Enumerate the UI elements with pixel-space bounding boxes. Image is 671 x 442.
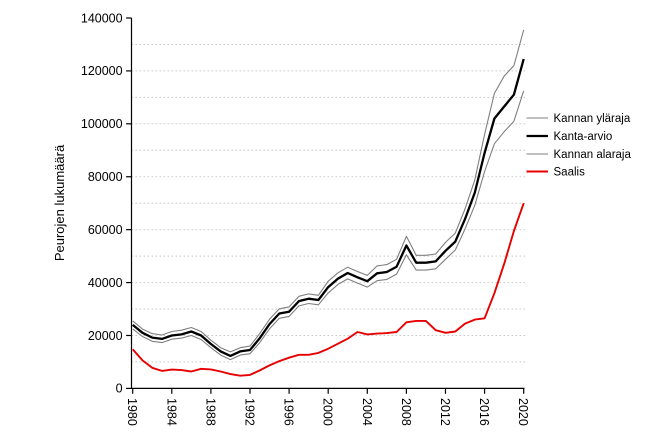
x-tick-label: 2020	[516, 398, 530, 426]
legend: Kannan yläraja Kanta-arvio Kannan alaraja S…	[526, 113, 632, 179]
x-tick-label: 2012	[438, 398, 452, 426]
y-tick-label: 80000	[88, 170, 123, 184]
x-tick-label: 1984	[164, 398, 178, 426]
y-tick-label: 140000	[81, 11, 123, 25]
y-tick-label: 40000	[88, 276, 123, 290]
y-tick-label: 0	[116, 382, 123, 396]
x-tick-label: 1980	[125, 398, 139, 426]
y-tick-label: 120000	[81, 64, 123, 78]
y-axis-title: Peurojen lukumäärä	[52, 144, 67, 261]
legend-label-kanta-arvio: Kanta-arvio	[554, 131, 613, 143]
y-tick-label: 60000	[88, 223, 123, 237]
y-tick-label: 20000	[88, 329, 123, 343]
line-kanta-arvio	[131, 58, 525, 358]
x-tick-label: 2008	[399, 398, 413, 426]
x-tick-labels: 1980 1984 1988 1992 1996 2000 2004 2008 2012 2016…	[125, 388, 530, 426]
legend-label-saalis: Saalis	[554, 167, 586, 179]
legend-item-kannan-alaraja: Kannan alaraja	[526, 149, 632, 161]
x-tick-label: 1992	[243, 398, 257, 426]
x-tick-label: 2004	[360, 398, 374, 426]
line-kannan-alaraja	[132, 90, 525, 361]
legend-label-kannan-alaraja: Kannan alaraja	[554, 149, 632, 161]
x-tick-label: 2016	[477, 398, 491, 426]
x-tick-label: 1996	[282, 398, 296, 426]
legend-label-kannan-ylaraja: Kannan yläraja	[554, 113, 631, 125]
y-tick-labels: 0 20000 40000 60000 80000 100000 120000 140000	[81, 11, 132, 396]
series	[131, 29, 525, 377]
line-kannan-ylaraja	[132, 29, 525, 353]
line-saalis	[131, 202, 525, 377]
y-tick-label: 100000	[81, 117, 123, 131]
x-tick-label: 2000	[321, 398, 335, 426]
legend-item-kannan-ylaraja: Kannan yläraja	[526, 113, 631, 125]
x-tick-label: 1988	[203, 398, 217, 426]
legend-item-saalis: Saalis	[526, 167, 586, 179]
gridlines	[131, 44, 525, 363]
legend-item-kanta-arvio: Kanta-arvio	[526, 131, 613, 143]
